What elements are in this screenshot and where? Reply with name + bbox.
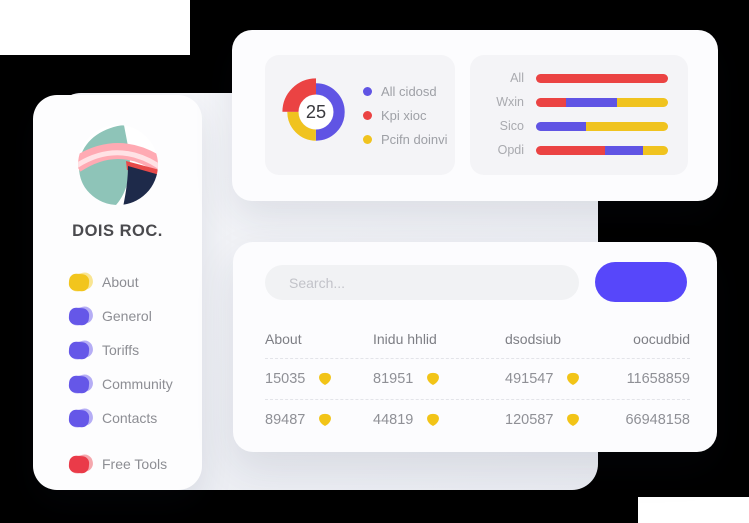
bar-track: [536, 145, 668, 155]
bar-segment: [536, 121, 587, 131]
donut-segment-blue: [287, 83, 345, 141]
sidebar-item-label: Generol: [102, 308, 152, 324]
cell-value: 81951: [373, 371, 414, 387]
bar-segment: [536, 97, 567, 107]
bar-row-wxin: Wxin: [482, 95, 668, 109]
sidebar-item-community[interactable]: Community: [67, 367, 202, 401]
sidebar-item-contacts[interactable]: Contacts: [67, 401, 202, 435]
blob-icon: [67, 270, 95, 293]
bar-segment: [536, 73, 668, 83]
shield-badge-icon: [319, 372, 332, 385]
cell-value: 66948158: [625, 412, 690, 428]
bar-row-all: All: [482, 71, 668, 85]
bar-track: [536, 97, 668, 107]
sidebar-item-toriffs[interactable]: Toriffs: [67, 333, 202, 367]
sidebar-item-label: Toriffs: [102, 342, 140, 358]
legend-dot-icon: [363, 110, 372, 120]
donut-legend: All cidosd Kpi xioc Pcifn doinvi: [363, 84, 447, 175]
column-header: oocudbid: [633, 331, 690, 347]
column-header: About: [265, 331, 302, 347]
bar-segment: [536, 145, 605, 155]
shield-badge-icon: [427, 413, 440, 426]
bar-segment: [586, 121, 668, 131]
donut-chart: 25: [282, 78, 350, 146]
shield-badge-icon: [319, 413, 332, 426]
shield-badge-icon: [567, 372, 580, 385]
legend-item: All cidosd: [363, 84, 447, 99]
bar-track: [536, 73, 668, 83]
donut-segment-yellow: [287, 83, 345, 141]
legend-dot-icon: [363, 86, 372, 96]
cell-value: 120587: [505, 412, 554, 428]
shield-badge-icon: [567, 413, 580, 426]
table-header-row: About Inidu hhlid dsodsiub oocudbid: [265, 320, 690, 358]
data-table-card: About Inidu hhlid dsodsiub oocudbid 1503…: [233, 242, 717, 452]
donut-chart-panel: 25 All cidosd Kpi xioc Pcifn doinvi: [265, 55, 455, 175]
sidebar-item-label: Community: [102, 376, 173, 392]
bar-track: [536, 121, 668, 131]
decor-rect-bottom-right: [638, 497, 749, 523]
sidebar-item-label: Contacts: [102, 410, 158, 426]
legend-dot-icon: [363, 134, 372, 144]
data-table: About Inidu hhlid dsodsiub oocudbid 1503…: [265, 320, 690, 440]
cell-value: 89487: [265, 412, 306, 428]
donut-center-value: 25: [306, 102, 326, 122]
cell-value: 15035: [265, 371, 306, 387]
legend-item: Kpi xioc: [363, 108, 447, 123]
blob-icon: [67, 304, 95, 327]
bar-segment: [642, 145, 668, 155]
cell-value: 11658859: [626, 371, 690, 387]
bar-row-sico: Sico: [482, 119, 668, 133]
stacked-bar-chart-panel: All Wxin Sico: [470, 55, 688, 175]
brand-name: DOIS ROC.: [72, 222, 163, 240]
bar-segment: [566, 97, 617, 107]
cell-value: 44819: [373, 412, 414, 428]
sidebar-item-label: Free Tools: [102, 456, 168, 472]
sidebar-menu: About Generol Toriffs Community: [33, 265, 202, 481]
column-header: dsodsiub: [505, 331, 562, 347]
blob-icon: [67, 452, 95, 475]
sidebar-item-free-tools[interactable]: Free Tools: [67, 447, 202, 481]
shield-badge-icon: [427, 372, 440, 385]
cell-value: 491547: [505, 371, 554, 387]
bar-segment: [616, 97, 668, 107]
sidebar: DOIS ROC. About Generol Toriffs: [33, 95, 202, 490]
blob-icon: [67, 406, 95, 429]
column-header: Inidu hhlid: [373, 331, 437, 347]
decor-rect-top-left: [0, 0, 190, 55]
brand-logo: [77, 125, 158, 210]
blob-icon: [67, 372, 95, 395]
table-row[interactable]: 89487 44819 120587 669: [265, 399, 690, 440]
primary-action-button[interactable]: [595, 262, 687, 302]
sidebar-item-generol[interactable]: Generol: [67, 299, 202, 333]
blob-icon: [67, 338, 95, 361]
sidebar-item-about[interactable]: About: [67, 265, 202, 299]
charts-card: 25 All cidosd Kpi xioc Pcifn doinvi: [232, 30, 718, 201]
logo-stripe-light: [77, 150, 158, 170]
bar-segment: [604, 145, 643, 155]
sidebar-item-label: About: [102, 274, 139, 290]
search-input[interactable]: [265, 265, 579, 300]
legend-item: Pcifn doinvi: [363, 132, 447, 147]
brand-logo-icon: [77, 125, 158, 205]
bar-row-opdi: Opdi: [482, 143, 668, 157]
table-row[interactable]: 15035 81951 491547 116: [265, 358, 690, 399]
